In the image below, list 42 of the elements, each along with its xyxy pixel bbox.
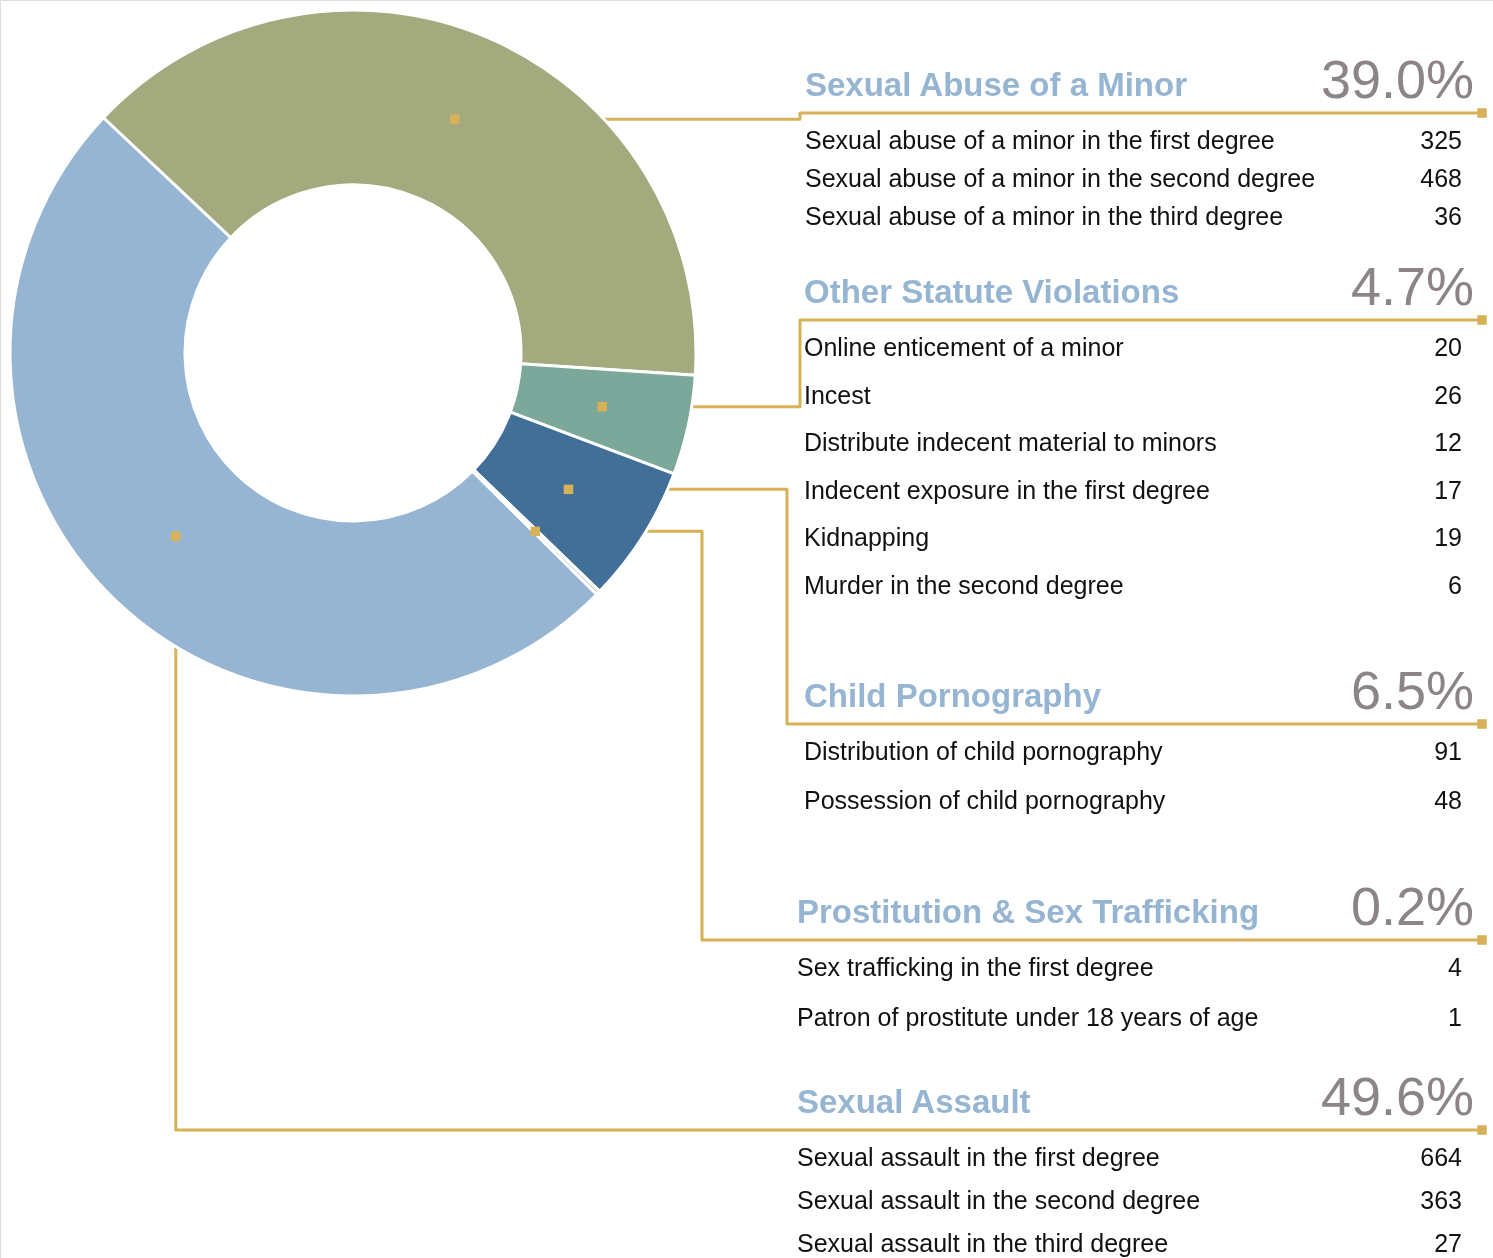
- text: 363: [1420, 1186, 1462, 1214]
- slice-label: Sexual Assault: [797, 1083, 1031, 1120]
- slice-label: Other Statute Violations: [804, 273, 1180, 310]
- text: 4: [1448, 953, 1463, 981]
- text: 48: [1434, 786, 1462, 814]
- text: 36: [1434, 202, 1462, 230]
- text: Sexual abuse of a minor in the third degree: [805, 202, 1284, 230]
- text: 12: [1434, 428, 1462, 456]
- text: Distribution of child pornography: [804, 737, 1164, 765]
- text: Incest: [804, 380, 871, 409]
- text: Online enticement of a minor: [804, 333, 1124, 361]
- text: Distribute indecent material to minors: [804, 428, 1217, 456]
- slice-label: Prostitution & Sex Trafficking: [797, 893, 1260, 930]
- text: 26: [1434, 380, 1462, 409]
- text: 1: [1448, 1003, 1462, 1031]
- text: 468: [1420, 164, 1462, 192]
- text: Kidnapping: [804, 523, 930, 551]
- text: 6: [1448, 570, 1462, 599]
- text: 17: [1434, 475, 1462, 504]
- text: Sexual abuse of a minor in the second degree: [805, 164, 1316, 192]
- text: Sexual assault in the first degree: [797, 1143, 1160, 1171]
- text: 27: [1434, 1229, 1462, 1257]
- text: Sexual assault in the second degree: [797, 1186, 1201, 1214]
- text: 20: [1434, 333, 1462, 361]
- data-label: 4.7%: [1350, 256, 1474, 316]
- text: Sex trafficking in the first degree: [797, 953, 1154, 981]
- data-label: 39.0%: [1320, 49, 1474, 109]
- data-label: 0.2%: [1350, 876, 1474, 936]
- text: Possession of child pornography: [804, 786, 1166, 814]
- text: Sexual abuse of a minor in the first degree: [805, 126, 1275, 154]
- text: Murder in the second degree: [804, 570, 1124, 599]
- text: Indecent exposure in the first degree: [804, 475, 1210, 504]
- text: Sexual assault in the third degree: [797, 1229, 1169, 1257]
- slice-label: Child Pornography: [804, 677, 1102, 714]
- text: 664: [1420, 1143, 1463, 1171]
- data-label: 49.6%: [1320, 1066, 1474, 1126]
- text: 91: [1434, 737, 1462, 765]
- text: Patron of prostitute under 18 years of age: [797, 1003, 1259, 1031]
- text: 19: [1434, 523, 1462, 551]
- text: 325: [1420, 126, 1462, 154]
- data-label: 6.5%: [1350, 660, 1474, 720]
- slice-label: Sexual Abuse of a Minor: [805, 66, 1188, 103]
